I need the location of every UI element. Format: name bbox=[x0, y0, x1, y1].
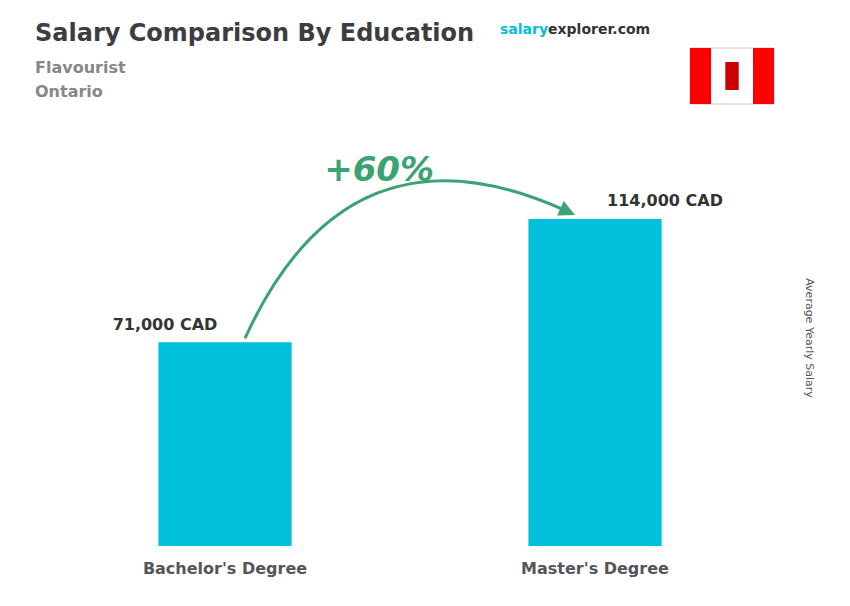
svg-text:71,000 CAD: 71,000 CAD bbox=[113, 315, 218, 334]
svg-text:Average Yearly Salary: Average Yearly Salary bbox=[803, 278, 816, 398]
svg-text:Flavourist: Flavourist bbox=[35, 58, 126, 77]
svg-text:Ontario: Ontario bbox=[35, 82, 103, 101]
svg-text:Salary Comparison By Education: Salary Comparison By Education bbox=[35, 19, 474, 47]
svg-text:salary: salary bbox=[500, 21, 548, 37]
svg-text:explorer.com: explorer.com bbox=[548, 21, 650, 37]
svg-text:Master's Degree: Master's Degree bbox=[521, 559, 669, 578]
svg-text:114,000 CAD: 114,000 CAD bbox=[607, 191, 723, 210]
svg-text:+60%: +60% bbox=[324, 149, 434, 189]
svg-text:Bachelor's Degree: Bachelor's Degree bbox=[143, 559, 307, 578]
